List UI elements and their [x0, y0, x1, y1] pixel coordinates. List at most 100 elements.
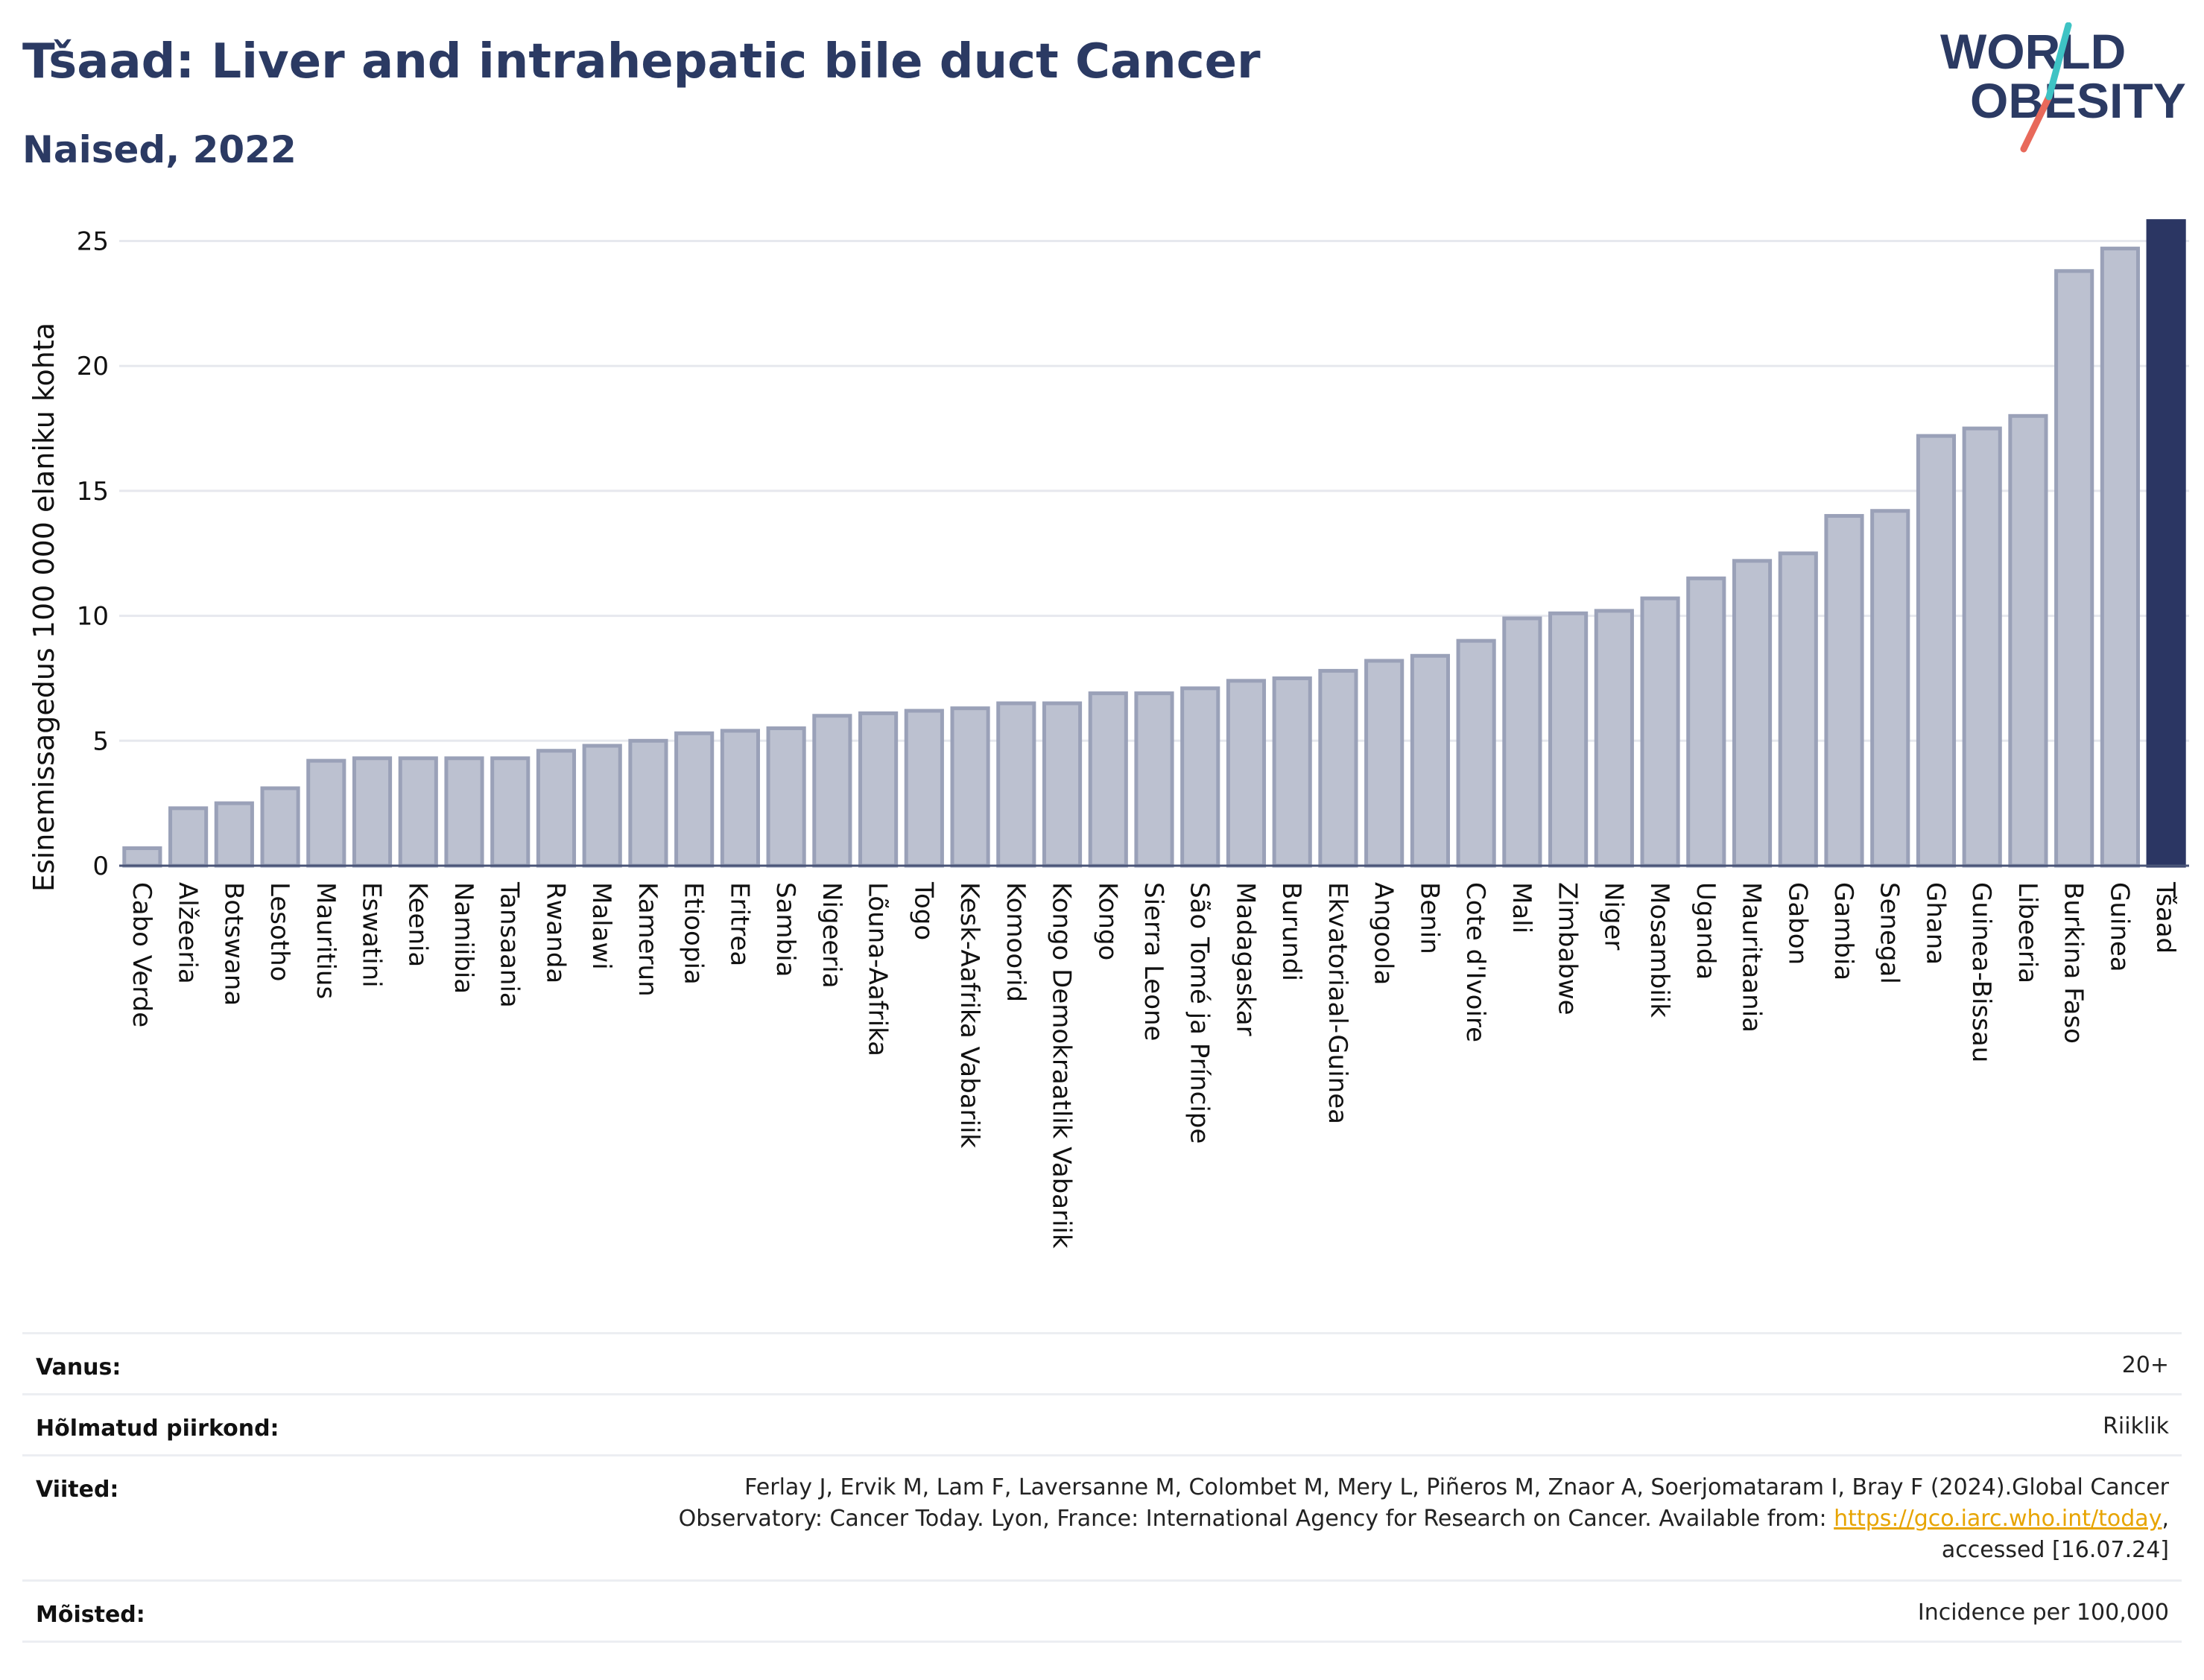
x-tick-labels: Cabo Verde Alžeeria Botswana Lesotho Mauriti… [127, 881, 2180, 1249]
x-tick-label: Uganda [1691, 882, 1720, 980]
bar-mosambiik [1640, 596, 1680, 868]
x-tick-label: Namiibia [449, 882, 478, 994]
x-tick-label: Mauritius [311, 882, 341, 999]
x-tick-label: Ekvatoriaal-Guinea [1323, 882, 1352, 1124]
bar-keenia [398, 756, 438, 868]
x-tick-label: Guinea-Bissau [1966, 882, 1996, 1062]
bar-cabo-verde [122, 846, 162, 868]
y-tick-label: 20 [77, 352, 109, 381]
bar-rwanda [536, 749, 577, 868]
bar-gambia [1824, 513, 1864, 868]
x-tick-label: Kesk-Aafrika Vabariik [954, 882, 984, 1148]
x-tick-label: Ghana [1920, 882, 1950, 965]
footer-divider [22, 1454, 2182, 1456]
x-tick-label: Senegal [1875, 882, 1904, 984]
x-tick-label: Mosambiik [1644, 882, 1674, 1018]
bars [119, 219, 2189, 868]
x-tick-label: Lesotho [265, 882, 294, 981]
x-tick-label: Alžeeria [173, 882, 203, 984]
x-tick-label: Tšaad [2150, 881, 2180, 954]
y-axis-label: Esinemissagedus 100 000 elaniku kohta [28, 323, 60, 892]
x-tick-label: Angoola [1369, 882, 1399, 985]
x-tick-label: Togo [908, 881, 938, 940]
bar-ghana [1916, 434, 1957, 868]
x-tick-label: Keenia [402, 882, 432, 967]
footer-definitions-label: Mõisted: [36, 1602, 145, 1628]
reference-line-2-text: Observatory: Cancer Today. Lyon, France:… [678, 1506, 1834, 1532]
reference-link[interactable]: https://gco.iarc.who.int/today [1834, 1506, 2162, 1532]
bar-niger [1594, 609, 1634, 868]
bar-chart: 0 5 10 15 20 25 Cabo Verde Alžeeria Botswana Les… [28, 219, 2189, 1249]
x-tick-label: Kamerun [633, 882, 662, 997]
footer-references-value: Ferlay J, Ervik M, Lam F, Laversanne M, … [679, 1472, 2169, 1566]
bar-kongo-demokraatlik-vabariik [1042, 701, 1083, 868]
footer-divider [22, 1393, 2182, 1395]
world-obesity-logo: WORLD OBESITY [1940, 22, 2186, 153]
bar-komoorid [996, 701, 1036, 868]
x-tick-label: Guinea [2104, 882, 2134, 972]
bar-benin [1410, 653, 1450, 868]
bar-burundi [1272, 676, 1312, 868]
bar-gabon [1778, 551, 1818, 868]
x-tick-label: Libeeria [2013, 882, 2042, 983]
bar-uganda [1686, 576, 1726, 868]
footer-references-label: Viited: [36, 1477, 119, 1503]
x-tick-label: Etioopia [679, 882, 709, 985]
bar-etioopia [674, 731, 715, 868]
y-tick-label: 10 [77, 602, 109, 632]
x-tick-label: Komoorid [1001, 882, 1030, 1002]
bar-kesk-aafrika-vabariik [950, 706, 990, 868]
page-title: Tšaad: Liver and intrahepatic bile duct … [22, 34, 1261, 89]
bar-eswatini [352, 756, 393, 868]
x-tick-label: Mali [1507, 882, 1536, 933]
footer-divider [22, 1579, 2182, 1582]
x-tick-label: Cote d'Ivoire [1460, 882, 1490, 1042]
bar-nigeeria [812, 714, 852, 868]
bar-s-o-tom-ja-pr-ncipe [1180, 686, 1220, 868]
footer-coverage-value: Riiklik [2103, 1413, 2169, 1439]
bar-malawi [582, 744, 622, 868]
bar-madagaskar [1226, 679, 1267, 868]
y-tick-label: 5 [92, 726, 109, 756]
y-tick-label: 0 [92, 852, 109, 881]
bar-mali [1502, 616, 1542, 868]
bar-mauritaania [1732, 559, 1773, 868]
footer-age-label: Vanus: [36, 1354, 121, 1381]
reference-line-1: Ferlay J, Ervik M, Lam F, Laversanne M, … [744, 1474, 2169, 1500]
page-subtitle: Naised, 2022 [22, 128, 297, 171]
bar-ekvatoriaal-guinea [1318, 668, 1358, 868]
bar-mauritius [306, 758, 346, 868]
bar-kamerun [628, 738, 668, 868]
x-tick-label: Lõuna-Aafrika [863, 882, 893, 1056]
bar-sierra-leone [1134, 691, 1174, 868]
x-tick-label: Nigeeria [817, 882, 846, 989]
x-tick-label: Cabo Verde [127, 882, 156, 1027]
x-tick-label: Botswana [218, 882, 248, 1006]
bar-namiibia [444, 756, 484, 868]
logo-slash-red [2020, 93, 2053, 153]
reference-line-3: accessed [16.07.24] [1941, 1537, 2169, 1563]
logo-line2: OBESITY [1970, 73, 2186, 128]
bar-guinea-bissau [1962, 426, 2002, 868]
logo-line1: WORLD [1940, 24, 2126, 79]
x-tick-label: Kongo [1092, 882, 1122, 960]
x-tick-label: Niger [1598, 882, 1628, 950]
bar-tansaania [490, 756, 531, 868]
bar-togo [904, 709, 944, 868]
bar-cote-d-ivoire [1456, 638, 1496, 868]
bar-guinea [2100, 247, 2140, 868]
reference-line-2: Observatory: Cancer Today. Lyon, France:… [679, 1503, 2169, 1535]
y-tick-label: 15 [77, 477, 109, 507]
x-tick-label: Eritrea [724, 882, 754, 966]
x-tick-label: Gambia [1828, 882, 1858, 980]
x-tick-label: Sambia [770, 882, 800, 977]
bar-l-una-aafrika [858, 711, 899, 868]
bar-al-eeria [168, 806, 209, 868]
x-tick-label: Zimbabwe [1553, 882, 1583, 1015]
x-tick-label: Benin [1414, 882, 1444, 954]
footer-age-value: 20+ [2121, 1352, 2169, 1378]
x-tick-label: Madagaskar [1230, 882, 1260, 1036]
bar-sambia [766, 726, 806, 868]
y-tick-labels: 0 5 10 15 20 25 [77, 227, 109, 881]
x-tick-label: Burundi [1276, 882, 1306, 981]
